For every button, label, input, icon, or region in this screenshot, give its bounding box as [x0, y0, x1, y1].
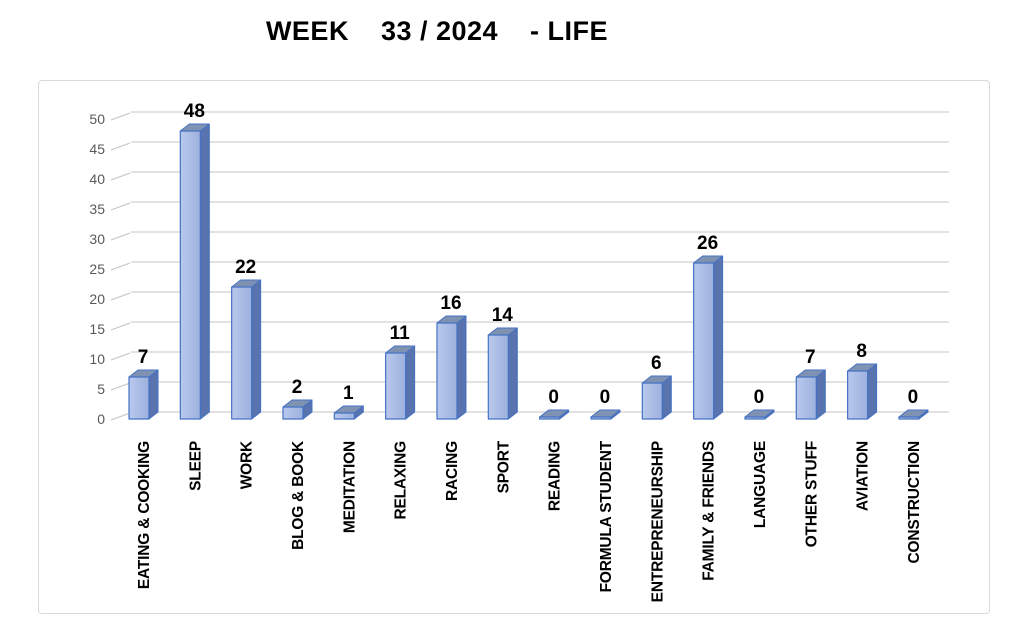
category-label: MEDITATION — [341, 441, 358, 533]
bar-meditation — [333, 405, 364, 420]
category-label: BLOG & BOOK — [290, 440, 307, 550]
bar-language — [744, 409, 775, 420]
category-label: SPORT — [495, 440, 512, 493]
bar-value-label: 6 — [651, 353, 662, 374]
bar-value-label: 2 — [292, 377, 303, 398]
bar-work — [231, 279, 262, 420]
bar-value-label: 7 — [138, 347, 149, 368]
bar-front-face — [744, 416, 766, 420]
bar-side-face — [815, 369, 826, 420]
category-label: LANGUAGE — [752, 441, 769, 528]
bar-aviation — [847, 363, 878, 420]
gridline-depth-diagonal — [110, 112, 131, 121]
bar-side-face — [456, 315, 467, 420]
bar-value-label: 0 — [548, 387, 559, 408]
y-axis-tick-label: 30 — [89, 231, 105, 247]
y-axis-tick-label: 25 — [89, 261, 105, 277]
category-label: AVIATION — [855, 441, 872, 511]
y-axis-tick-label: 35 — [89, 201, 105, 217]
bar-other-stuff — [795, 369, 826, 420]
category-label: READING — [547, 441, 564, 511]
y-axis-tick-label: 50 — [89, 111, 105, 127]
chart-area: 0 5 10 15 20 25 30 35 40 45 50 7 EATING & COOKING 48 S… — [38, 80, 990, 614]
category-label: OTHER STUFF — [803, 441, 820, 547]
bar-construction — [898, 409, 929, 420]
category-label: RACING — [444, 441, 461, 501]
bar-front-face — [282, 406, 304, 420]
y-axis-tick-label: 0 — [97, 411, 105, 427]
gridline-depth-diagonal — [110, 382, 131, 391]
category-label: CONSTRUCTION — [906, 441, 923, 563]
bar-front-face — [333, 412, 355, 420]
bar-front-face — [539, 416, 561, 420]
category-label: EATING & COOKING — [136, 441, 153, 589]
bar-value-label: 22 — [235, 257, 256, 278]
category-label: WORK — [239, 440, 256, 489]
bar-value-label: 48 — [184, 101, 205, 122]
bar-entrepreneurship — [641, 375, 672, 420]
bar-front-face — [436, 322, 458, 420]
gridline-depth-diagonal — [110, 232, 131, 241]
bar-front-face — [898, 416, 920, 420]
bar-side-face — [199, 123, 210, 420]
bar-front-face — [693, 262, 715, 420]
bar-value-label: 0 — [908, 387, 919, 408]
bar-value-label: 0 — [754, 387, 765, 408]
category-label: RELAXING — [393, 441, 410, 520]
y-axis-tick-label: 40 — [89, 171, 105, 187]
category-label: FAMILY & FRIENDS — [701, 441, 718, 581]
gridline-depth-diagonal — [110, 292, 131, 301]
bar-value-label: 11 — [390, 323, 411, 344]
gridline-depth-diagonal — [110, 322, 131, 331]
bar-family-friends — [693, 255, 724, 420]
bar-value-label: 26 — [697, 233, 718, 254]
bar-front-face — [795, 376, 817, 420]
bar-value-label: 16 — [440, 293, 461, 314]
bar-front-face — [590, 416, 612, 420]
bar-front-face — [641, 382, 663, 420]
bar-side-face — [148, 369, 159, 420]
category-label: SLEEP — [187, 441, 204, 491]
bar-front-face — [487, 334, 509, 420]
bar-front-face — [847, 370, 869, 420]
gridline-depth-diagonal — [110, 142, 131, 151]
bar-relaxing — [385, 345, 416, 420]
gridline-depth-diagonal — [110, 172, 131, 181]
bar-front-face — [128, 376, 150, 420]
bar-side-face — [507, 327, 518, 420]
gridline-depth-diagonal — [110, 352, 131, 361]
gridline-depth-diagonal — [110, 262, 131, 271]
bar-sport — [487, 327, 518, 420]
y-axis-tick-label: 45 — [89, 141, 105, 157]
bar-formula-student — [590, 409, 621, 420]
bar-racing — [436, 315, 467, 420]
y-axis-tick-label: 5 — [97, 381, 105, 397]
chart-title: WEEK 33 / 2024 - LIFE — [265, 16, 609, 46]
bar-eating-cooking — [128, 369, 159, 420]
bar-value-label: 14 — [492, 305, 514, 326]
y-axis-tick-label: 15 — [89, 321, 105, 337]
bar-value-label: 1 — [343, 383, 354, 404]
gridline-depth-diagonal — [110, 202, 131, 211]
category-label: FORMULA STUDENT — [598, 440, 615, 592]
bar-front-face — [231, 286, 253, 420]
bar-side-face — [405, 345, 416, 420]
gridline-depth-diagonal — [110, 412, 131, 421]
y-axis-tick-label: 20 — [89, 291, 105, 307]
bar-side-face — [713, 255, 724, 420]
bar-value-label: 8 — [856, 341, 867, 362]
bar-side-face — [867, 363, 878, 420]
bar-value-label: 7 — [805, 347, 816, 368]
bar-blog-book — [282, 399, 313, 420]
bar-front-face — [179, 130, 201, 420]
bar-sleep — [179, 123, 210, 420]
bar-front-face — [385, 352, 407, 420]
y-axis-tick-label: 10 — [89, 351, 105, 367]
bar-value-label: 0 — [600, 387, 611, 408]
bar-reading — [539, 409, 570, 420]
bar-side-face — [251, 279, 262, 420]
category-label: ENTREPRENEURSHIP — [649, 441, 666, 602]
